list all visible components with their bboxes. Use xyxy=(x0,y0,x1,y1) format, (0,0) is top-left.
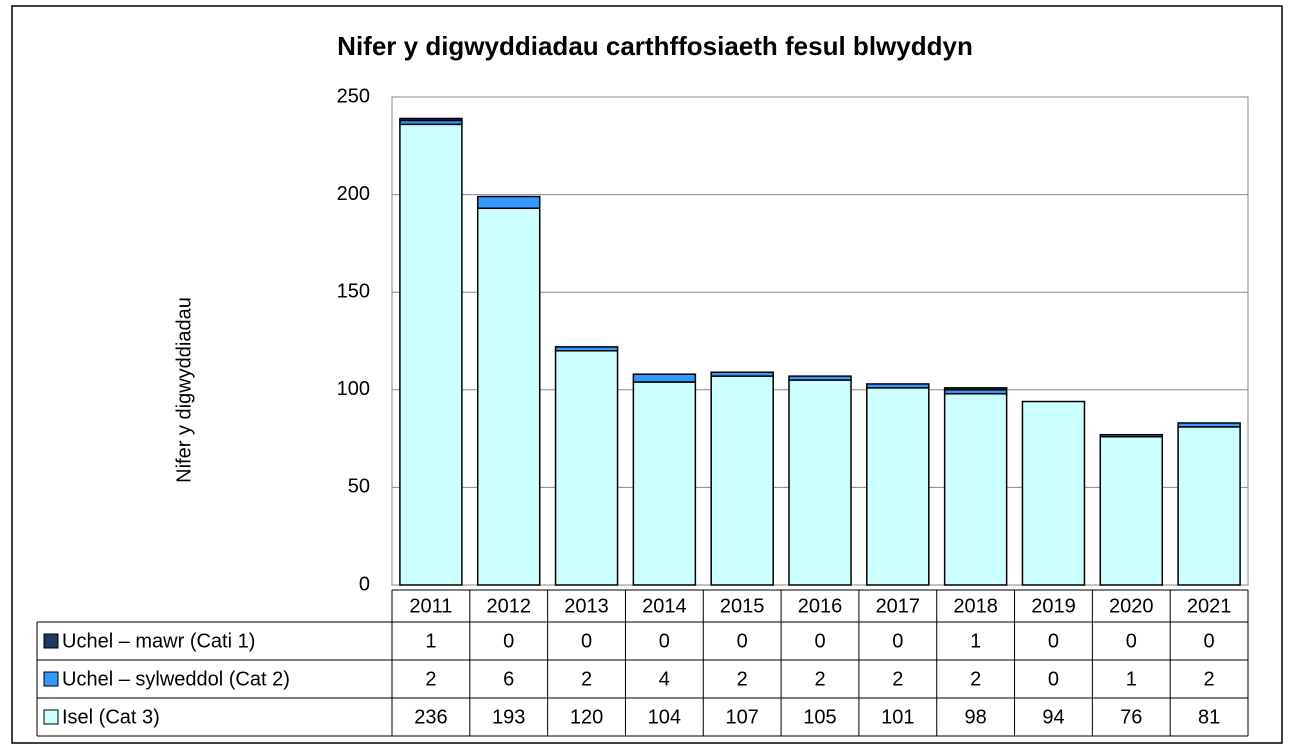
y-tick-label: 50 xyxy=(348,476,370,498)
legend-label: Uchel – mawr (Cati 1) xyxy=(62,630,255,652)
table-value: 2 xyxy=(892,668,903,690)
x-tick-label: 2018 xyxy=(953,595,998,617)
bar-segment xyxy=(943,392,1008,586)
bar-segment xyxy=(554,350,619,586)
bar-segment xyxy=(476,195,541,210)
y-tick-label: 0 xyxy=(359,573,370,595)
bar-segment xyxy=(1099,435,1164,586)
table-value: 2 xyxy=(1204,668,1215,690)
y-tick-label: 250 xyxy=(337,85,370,107)
x-tick-label: 2017 xyxy=(876,595,921,617)
bar-segment xyxy=(710,371,774,377)
bar-segment xyxy=(399,123,463,586)
x-tick-label: 2016 xyxy=(798,595,843,617)
legend-label: Isel (Cat 3) xyxy=(62,706,160,728)
table-value: 81 xyxy=(1198,706,1220,728)
table-value: 76 xyxy=(1120,706,1142,728)
table-value: 0 xyxy=(503,630,514,652)
table-value: 1 xyxy=(1126,668,1137,690)
bar-segment xyxy=(632,381,697,586)
x-tick-label: 2014 xyxy=(642,595,687,617)
table-value: 104 xyxy=(648,706,681,728)
table-value: 2 xyxy=(737,668,748,690)
legend-swatch xyxy=(43,671,59,687)
table-value: 105 xyxy=(803,706,836,728)
x-tick-label: 2019 xyxy=(1031,595,1076,617)
bar-segment xyxy=(710,375,774,586)
bar-segment xyxy=(554,346,619,352)
y-tick-label: 150 xyxy=(337,280,370,302)
bar-segment xyxy=(788,379,852,586)
y-axis-title: Nifer y digwyddiadau xyxy=(173,297,195,483)
table-value: 0 xyxy=(1204,630,1215,652)
y-tick-label: 200 xyxy=(337,183,370,205)
bar-segment xyxy=(866,387,930,586)
y-tick-label: 100 xyxy=(337,378,370,400)
x-tick-label: 2011 xyxy=(409,595,452,617)
table-value: 0 xyxy=(737,630,748,652)
table-value: 0 xyxy=(1126,630,1137,652)
bar-segment xyxy=(788,375,852,381)
x-tick-label: 2021 xyxy=(1187,595,1232,617)
table-value: 101 xyxy=(881,706,914,728)
table-value: 0 xyxy=(581,630,592,652)
table-value: 0 xyxy=(1048,630,1059,652)
bar-segment xyxy=(476,207,541,586)
legend-swatch xyxy=(43,633,59,649)
bar-segment xyxy=(866,383,930,389)
table-value: 0 xyxy=(814,630,825,652)
chart-title: Nifer y digwyddiadau carthffosiaeth fesu… xyxy=(337,31,973,61)
table-value: 4 xyxy=(659,668,670,690)
table-value: 0 xyxy=(892,630,903,652)
table-value: 236 xyxy=(414,706,447,728)
table-value: 0 xyxy=(1048,668,1059,690)
table-value: 2 xyxy=(425,668,436,690)
x-tick-label: 2020 xyxy=(1109,595,1154,617)
x-tick-label: 2015 xyxy=(720,595,765,617)
table-value: 1 xyxy=(970,630,981,652)
table-value: 0 xyxy=(659,630,670,652)
bar-segment xyxy=(1177,422,1241,428)
x-tick-label: 2012 xyxy=(486,595,531,617)
table-value: 2 xyxy=(970,668,981,690)
bar-segment xyxy=(1021,400,1086,586)
bar-segment xyxy=(943,387,1008,391)
legend-swatch xyxy=(43,709,59,725)
table-value: 6 xyxy=(503,668,514,690)
bar-segment xyxy=(399,117,463,122)
table-value: 107 xyxy=(725,706,758,728)
table-value: 120 xyxy=(570,706,603,728)
table-value: 94 xyxy=(1042,706,1064,728)
table-value: 193 xyxy=(492,706,525,728)
x-tick-label: 2013 xyxy=(564,595,609,617)
table-value: 1 xyxy=(425,630,436,652)
bar-segment xyxy=(1099,433,1164,438)
table-value: 2 xyxy=(581,668,592,690)
legend-label: Uchel – sylweddol (Cat 2) xyxy=(62,668,290,690)
table-value: 98 xyxy=(965,706,987,728)
table-value: 2 xyxy=(814,668,825,690)
bar-segment xyxy=(1177,426,1241,586)
bar-segment xyxy=(632,373,697,383)
